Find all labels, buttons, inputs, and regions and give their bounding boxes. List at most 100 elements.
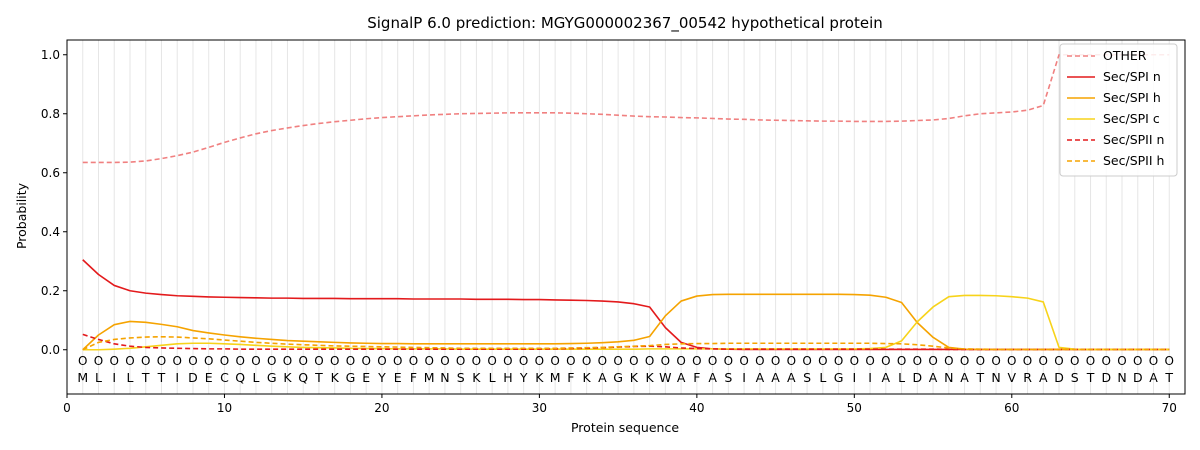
region-marker: O (330, 354, 339, 368)
region-marker: O (881, 354, 890, 368)
residue-label: A (771, 370, 780, 385)
region-marker: O (440, 354, 449, 368)
residue-label: F (693, 370, 700, 385)
region-marker: O (1165, 354, 1174, 368)
residue-label: S (1071, 370, 1079, 385)
residue-label: G (267, 370, 277, 385)
region-marker: O (1054, 354, 1063, 368)
x-tick-label: 40 (689, 401, 704, 415)
region-marker: O (424, 354, 433, 368)
x-tick-label: 50 (847, 401, 862, 415)
residue-label: T (157, 370, 166, 385)
residue-label: M (77, 370, 88, 385)
region-marker: O (913, 354, 922, 368)
region-marker: O (692, 354, 701, 368)
residue-label: A (960, 370, 969, 385)
residue-label: T (314, 370, 323, 385)
legend-label: Sec/SPII n (1103, 132, 1164, 147)
legend-label: Sec/SPI n (1103, 69, 1161, 84)
residue-label: I (868, 370, 872, 385)
residue-label: K (472, 370, 481, 385)
residue-label: L (95, 370, 102, 385)
chart-title: SignalP 6.0 prediction: MGYG000002367_00… (367, 14, 883, 33)
y-tick-label: 0.0 (41, 343, 60, 357)
x-tick-label: 30 (532, 401, 547, 415)
residue-label: D (1133, 370, 1143, 385)
residue-label: T (141, 370, 150, 385)
series-line-sec-spi-n (82, 259, 1170, 351)
region-marker: O (1070, 354, 1079, 368)
region-marker: O (787, 354, 796, 368)
residue-label: E (362, 370, 370, 385)
region-marker: O (487, 354, 496, 368)
residue-label: G (346, 370, 356, 385)
residue-label: Q (235, 370, 245, 385)
series-line-other (82, 53, 1170, 164)
region-marker: O (629, 354, 638, 368)
residue-label: M (550, 370, 561, 385)
residue-label: I (852, 370, 856, 385)
residue-label: D (1054, 370, 1064, 385)
y-tick-label: 1.0 (41, 48, 60, 62)
series-line-sec-spii-h (82, 335, 1170, 351)
residue-label: N (944, 370, 953, 385)
residue-label: A (787, 370, 796, 385)
residue-label: A (1149, 370, 1158, 385)
residue-label: A (598, 370, 607, 385)
residue-label: N (440, 370, 449, 385)
region-marker: O (267, 354, 276, 368)
residue-label: L (252, 370, 259, 385)
residue-label: T (1164, 370, 1173, 385)
region-marker: O (960, 354, 969, 368)
region-marker: O (613, 354, 622, 368)
residue-label: S (803, 370, 811, 385)
region-marker: O (393, 354, 402, 368)
region-marker: O (1039, 354, 1048, 368)
residue-label: R (1023, 370, 1032, 385)
region-marker: O (928, 354, 937, 368)
region-marker: O (865, 354, 874, 368)
region-marker: O (1023, 354, 1032, 368)
x-tick-label: 0 (63, 401, 71, 415)
residue-label: V (1008, 370, 1017, 385)
residue-label: I (112, 370, 116, 385)
legend-label: Sec/SPI c (1103, 111, 1160, 126)
residue-label: K (630, 370, 639, 385)
residue-label: Y (519, 370, 528, 385)
region-marker: O (1007, 354, 1016, 368)
region-marker: O (755, 354, 764, 368)
series-lines (82, 53, 1170, 351)
region-marker: O (1133, 354, 1142, 368)
residue-label: A (1039, 370, 1048, 385)
residue-label: S (724, 370, 732, 385)
region-marker: O (283, 354, 292, 368)
region-marker: O (897, 354, 906, 368)
residue-label: L (489, 370, 496, 385)
x-tick-label: 10 (217, 401, 232, 415)
region-marker: O (1102, 354, 1111, 368)
region-marker: O (377, 354, 386, 368)
region-marker: O (314, 354, 323, 368)
residue-label: K (583, 370, 592, 385)
region-marker: O (944, 354, 953, 368)
region-marker: O (220, 354, 229, 368)
residue-label: W (659, 370, 671, 385)
region-marker: O (361, 354, 370, 368)
region-marker: O (645, 354, 654, 368)
residue-label: D (912, 370, 922, 385)
region-marker: O (850, 354, 859, 368)
residue-label: A (929, 370, 938, 385)
region-marker: O (456, 354, 465, 368)
residue-label: N (991, 370, 1000, 385)
region-marker: O (110, 354, 119, 368)
region-marker: O (346, 354, 355, 368)
vertical-grid (82, 40, 1170, 394)
y-axis-label: Probability (14, 182, 29, 249)
residue-label: K (646, 370, 655, 385)
region-marker: O (802, 354, 811, 368)
y-tick-label: 0.4 (41, 225, 60, 239)
residue-label: E (394, 370, 402, 385)
residue-label: A (882, 370, 891, 385)
residue-label: L (819, 370, 826, 385)
